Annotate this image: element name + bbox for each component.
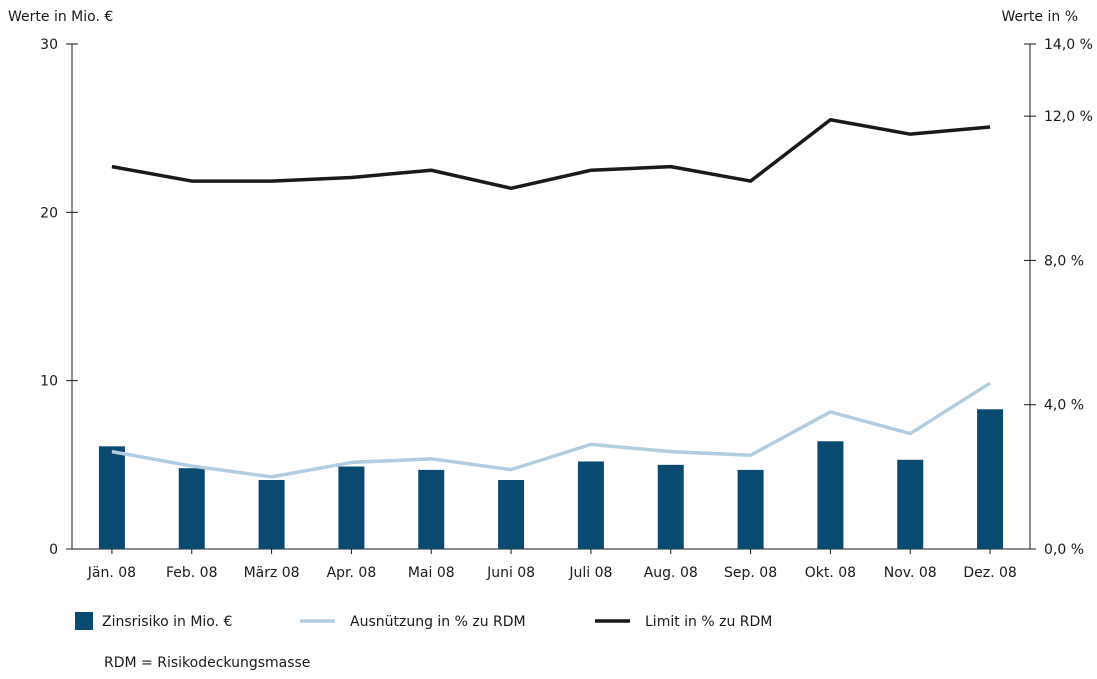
- x-axis-tick-label: Aug. 08: [644, 565, 698, 581]
- legend-label: Ausnützung in % zu RDM: [350, 614, 526, 630]
- bar-zinsrisiko: [817, 441, 844, 549]
- left-axis-tick-label: 20: [40, 205, 58, 221]
- bar-zinsrisiko: [338, 466, 365, 549]
- left-axis-tick-label: 0: [49, 542, 58, 558]
- bar-zinsrisiko: [418, 469, 445, 549]
- bar-zinsrisiko: [577, 461, 604, 549]
- chart-svg: Werte in Mio. € Werte in % 0 10 20 30 0,0 % 4,0…: [8, 9, 1093, 630]
- x-axis-tick-label: Feb. 08: [166, 565, 218, 581]
- left-axis-tick-label: 30: [40, 37, 58, 53]
- right-axis-tick-label: 8,0 %: [1044, 253, 1084, 269]
- bar-zinsrisiko: [977, 409, 1004, 549]
- line-limit: [111, 118, 991, 191]
- line-ausnuetzung: [111, 381, 992, 479]
- bar-zinsrisiko: [498, 479, 525, 549]
- bar-zinsrisiko: [657, 464, 684, 549]
- legend-label: Limit in % zu RDM: [645, 614, 772, 630]
- x-axis-tick-label: März 08: [244, 565, 300, 581]
- right-axis-tick-label: 12,0 %: [1044, 109, 1093, 125]
- x-axis-tick-label: Jän. 08: [87, 565, 136, 581]
- x-axis-tick-label: Juli 08: [568, 565, 612, 581]
- bar-zinsrisiko: [178, 468, 205, 549]
- bar-zinsrisiko: [737, 469, 764, 549]
- right-axis-tick-label: 14,0 %: [1044, 37, 1093, 53]
- x-axis-tick-label: Juni 08: [486, 565, 535, 581]
- bar-zinsrisiko: [897, 459, 924, 549]
- right-axis-tick-label: 4,0 %: [1044, 398, 1084, 414]
- right-axis-title: Werte in %: [1002, 9, 1078, 25]
- x-axis-tick-label: Mai 08: [408, 565, 455, 581]
- left-axis-tick-label: 10: [40, 374, 58, 390]
- bar-zinsrisiko: [258, 479, 285, 549]
- legend-label: Zinsrisiko in Mio. €: [102, 614, 232, 630]
- left-axis-title: Werte in Mio. €: [8, 9, 113, 25]
- right-axis-tick-label: 0,0 %: [1044, 542, 1084, 558]
- x-axis-tick-label: Apr. 08: [327, 565, 377, 581]
- x-axis-tick-label: Okt. 08: [805, 565, 856, 581]
- x-axis-tick-label: Sep. 08: [724, 565, 777, 581]
- footnote: RDM = Risikodeckungsmasse: [104, 655, 311, 671]
- legend-swatch-bar: [75, 612, 93, 630]
- x-axis-tick-label: Nov. 08: [884, 565, 937, 581]
- bar-zinsrisiko: [98, 446, 125, 549]
- x-axis-tick-label: Dez. 08: [963, 565, 1016, 581]
